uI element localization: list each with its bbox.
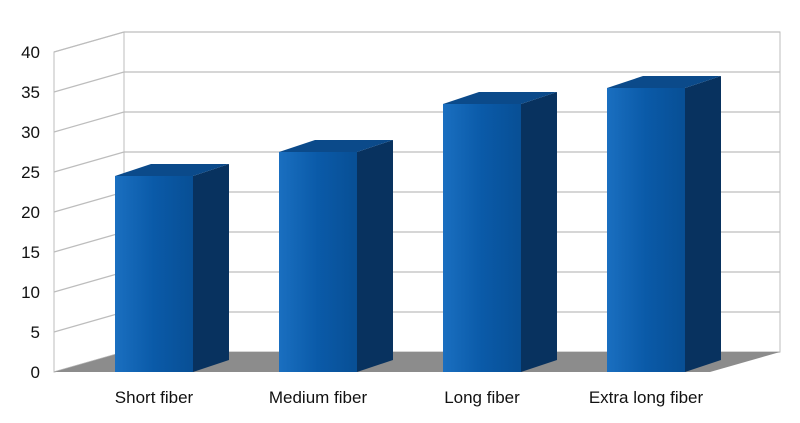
y-axis-ticks: 0 5 10 15 20 25 30 35 40	[21, 43, 40, 382]
bar-front-face	[443, 104, 521, 372]
bar	[279, 140, 393, 372]
y-tick-label: 30	[21, 123, 40, 142]
bar	[607, 76, 721, 372]
bar-top-face	[279, 140, 393, 152]
bar-top-face	[115, 164, 229, 176]
bar-side-face	[685, 76, 721, 372]
x-category-label: Extra long fiber	[589, 388, 704, 407]
bar-side-face	[521, 92, 557, 372]
x-category-label: Medium fiber	[269, 388, 368, 407]
y-tick-label: 35	[21, 83, 40, 102]
bar-front-face	[607, 88, 685, 372]
gridline-side	[53, 271, 125, 293]
gridline-side	[53, 71, 125, 93]
x-axis-categories: Short fiber Medium fiber Long fiber Extra l…	[115, 388, 704, 407]
bar-top-face	[443, 92, 557, 104]
y-tick-label: 0	[31, 363, 40, 382]
bar-top-face	[607, 76, 721, 88]
gridline-side	[53, 231, 125, 253]
x-category-label: Long fiber	[444, 388, 520, 407]
y-tick-label: 5	[31, 323, 40, 342]
gridline-side	[53, 31, 125, 53]
bar	[443, 92, 557, 372]
y-tick-label: 40	[21, 43, 40, 62]
bar	[115, 164, 229, 372]
chart-floor	[54, 352, 780, 372]
gridline-side	[53, 191, 125, 213]
bar-front-face	[279, 152, 357, 372]
y-tick-label: 25	[21, 163, 40, 182]
y-tick-label: 20	[21, 203, 40, 222]
floor	[54, 352, 780, 372]
bar-side-face	[193, 164, 229, 372]
x-category-label: Short fiber	[115, 388, 194, 407]
bar-side-face	[357, 140, 393, 372]
gridline-side	[53, 111, 125, 133]
y-tick-label: 10	[21, 283, 40, 302]
gridline-side	[53, 151, 125, 173]
bars	[115, 76, 721, 372]
gridline-side	[53, 311, 125, 333]
bar-front-face	[115, 176, 193, 372]
y-tick-label: 15	[21, 243, 40, 262]
